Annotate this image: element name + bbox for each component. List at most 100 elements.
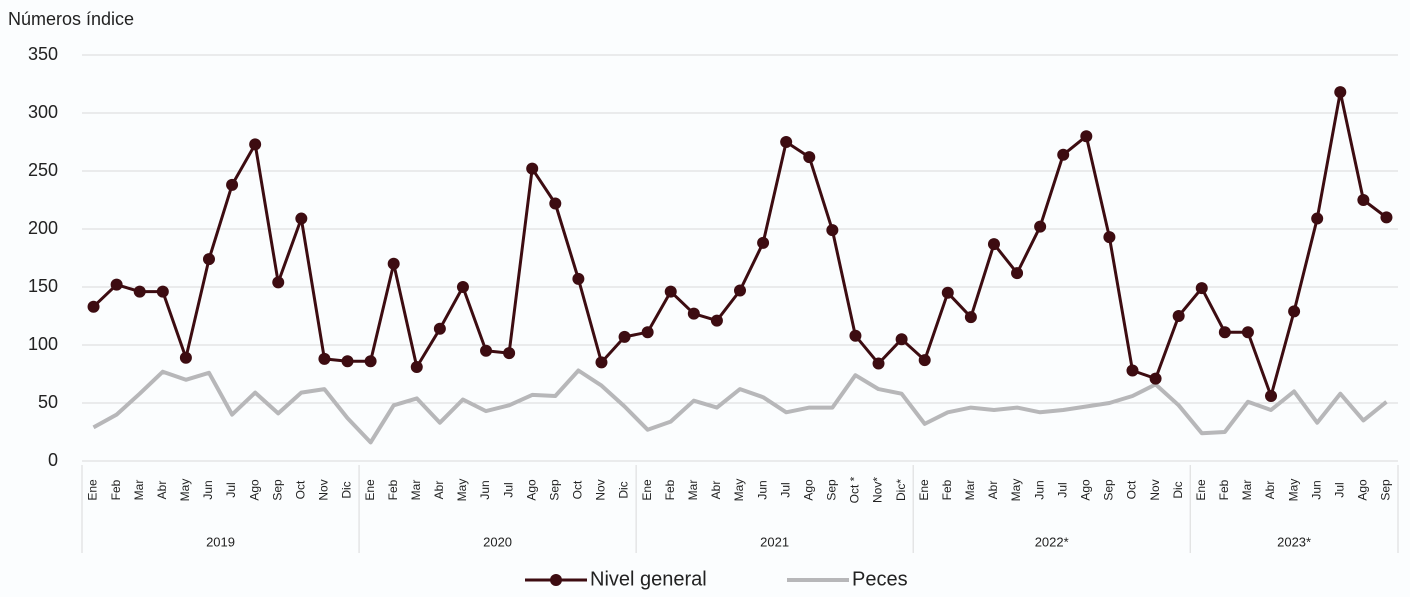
data-point: [179, 351, 192, 364]
x-tick-label: Jun: [1032, 480, 1046, 499]
data-point: [1011, 267, 1024, 280]
x-tick-label: Ene: [917, 479, 931, 501]
x-tick-label: Feb: [940, 479, 954, 500]
data-point: [1334, 86, 1347, 99]
x-tick-label: Jul: [501, 482, 515, 497]
data-point: [757, 236, 770, 249]
data-point: [549, 197, 562, 210]
x-tick-label: May: [1009, 479, 1023, 502]
data-point: [156, 285, 169, 298]
data-point: [1149, 372, 1162, 385]
x-tick-label: Ago: [524, 479, 538, 501]
legend-label: Nivel general: [590, 568, 707, 590]
x-tick-label: Oct *: [848, 476, 862, 503]
x-tick-label: May: [1286, 479, 1300, 502]
data-point: [1057, 148, 1070, 161]
y-tick-label: 0: [48, 450, 58, 470]
x-tick-label: Nov: [317, 479, 331, 500]
x-tick-label: Ago: [1078, 479, 1092, 501]
data-point: [1080, 130, 1093, 143]
y-tick-label: 100: [28, 334, 58, 354]
data-point: [226, 178, 239, 191]
data-point: [734, 284, 746, 297]
x-tick-label: Sep: [825, 479, 839, 501]
x-tick-label: Jul: [778, 482, 792, 497]
data-point: [1172, 310, 1185, 322]
data-point: [1241, 326, 1254, 339]
x-tick-label: Abr: [432, 481, 446, 500]
legend-marker: [550, 574, 562, 586]
x-tick-label: Mar: [409, 480, 423, 501]
data-point: [595, 356, 608, 369]
y-tick-label: 250: [28, 160, 58, 180]
x-tick-label: Ene: [640, 479, 654, 501]
series-line: [92, 90, 1388, 398]
data-point: [1195, 282, 1208, 295]
group-label: 2022*: [1035, 534, 1069, 549]
data-point: [941, 286, 954, 299]
data-point: [987, 238, 1000, 251]
x-tick-label: Sep: [547, 479, 561, 501]
data-point: [295, 212, 308, 225]
data-point: [895, 333, 908, 346]
x-tick-label: Oct: [1125, 480, 1139, 499]
x-tick-label: Jun: [201, 480, 215, 499]
data-point: [1126, 364, 1139, 377]
x-tick-label: Ene: [86, 479, 100, 501]
data-point: [480, 344, 493, 357]
data-point: [803, 151, 816, 164]
x-tick-label: Sep: [1379, 479, 1393, 501]
x-tick-label: Ene: [1194, 479, 1208, 501]
data-point: [503, 347, 516, 360]
x-tick-label: Oct: [571, 480, 585, 499]
x-tick-label: Jul: [224, 482, 238, 497]
x-tick-label: May: [455, 479, 469, 502]
group-label: 2020: [483, 534, 512, 549]
x-tick-label: Sep: [270, 479, 284, 501]
x-tick-label: Nov: [594, 479, 608, 500]
data-point: [202, 253, 215, 266]
x-tick-label: Feb: [386, 479, 400, 500]
x-tick-label: Nov: [1148, 479, 1162, 500]
data-point: [1311, 212, 1324, 225]
data-point: [572, 272, 585, 285]
x-tick-label: Jul: [1055, 482, 1069, 497]
data-point: [433, 322, 446, 335]
data-point: [387, 257, 400, 270]
data-point: [664, 285, 677, 298]
x-tick-label: Oct: [294, 480, 308, 499]
data-point: [456, 281, 469, 293]
x-tick-label: Abr: [986, 481, 1000, 500]
x-tick-label: Dic: [340, 481, 354, 498]
x-tick-label: Abr: [155, 481, 169, 500]
x-tick-label: Dic*: [894, 479, 908, 501]
data-point: [1034, 220, 1047, 233]
x-tick-label: Ene: [363, 479, 377, 501]
y-tick-label: 50: [38, 392, 58, 412]
data-point: [1103, 231, 1116, 244]
legend-label: Peces: [852, 568, 908, 590]
data-point: [618, 330, 631, 343]
data-point: [687, 307, 700, 320]
y-tick-label: 300: [28, 102, 58, 122]
x-tick-label: Abr: [709, 481, 723, 500]
x-tick-label: May: [732, 479, 746, 502]
data-point: [1265, 390, 1278, 403]
x-tick-label: Mar: [132, 480, 146, 501]
data-point: [110, 278, 123, 291]
data-point: [872, 357, 885, 370]
data-point: [410, 361, 423, 374]
x-tick-label: May: [178, 479, 192, 502]
group-label: 2023*: [1277, 534, 1311, 549]
group-label: 2021: [760, 534, 789, 549]
data-point: [1218, 326, 1231, 339]
x-tick-label: Feb: [109, 479, 123, 500]
data-point: [87, 300, 100, 313]
y-tick-label: 150: [28, 276, 58, 296]
series-line: [92, 368, 1388, 445]
data-point: [1288, 305, 1301, 318]
x-tick-label: Mar: [686, 480, 700, 501]
data-point: [249, 138, 262, 151]
